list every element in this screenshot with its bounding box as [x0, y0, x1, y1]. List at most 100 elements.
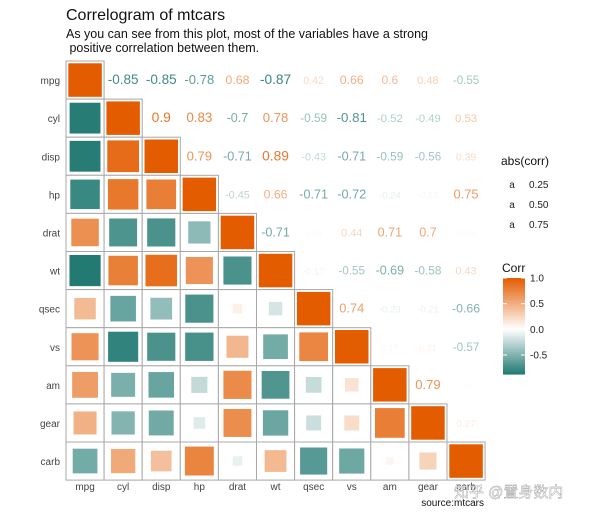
corr-label-cyl-vs: -0.81	[337, 110, 367, 125]
colorbar-label--0.5: -0.5	[530, 351, 548, 362]
corr-square-vs-vs	[334, 329, 370, 365]
size-legend-glyph-0.75: a	[509, 220, 515, 231]
colorbar-step	[503, 366, 525, 369]
colorbar-step	[503, 310, 525, 313]
chart-caption: source:mtcars	[421, 498, 484, 509]
colorbar-step	[503, 284, 525, 287]
x-tick-label-cyl: cyl	[117, 482, 129, 493]
corr-label-drat-am: 0.71	[378, 225, 403, 239]
corr-square-vs-qsec	[298, 331, 329, 362]
corr-square-gear-disp	[148, 409, 175, 437]
corr-square-cyl-cyl	[105, 100, 141, 136]
colorbar-step	[503, 350, 525, 353]
corr-square-wt-cyl	[107, 255, 139, 286]
corr-square-qsec-drat	[232, 303, 243, 315]
x-tick-label-carb: carb	[456, 482, 476, 493]
corr-label-cyl-gear: -0.49	[415, 113, 441, 125]
y-tick-label-mpg: mpg	[41, 76, 60, 87]
x-tick-label-wt: wt	[270, 482, 281, 493]
corr-label-cyl-carb: 0.53	[455, 113, 477, 125]
y-tick-label-hp: hp	[49, 190, 61, 201]
chart-title: Correlogram of mtcars	[66, 7, 225, 24]
corr-square-wt-mpg	[68, 254, 102, 287]
colorbar-step	[503, 358, 525, 361]
y-tick-label-gear: gear	[40, 419, 61, 430]
colorbar-step	[503, 308, 525, 311]
corr-label-mpg-qsec: 0.42	[303, 75, 324, 87]
corr-square-am-mpg	[71, 371, 99, 399]
corr-square-qsec-hp	[184, 293, 215, 324]
corr-square-am-disp	[147, 371, 175, 399]
colorbar-step	[503, 296, 525, 299]
corr-square-drat-drat	[220, 215, 255, 250]
corr-square-am-qsec	[305, 376, 323, 394]
colorbar-step	[503, 338, 525, 341]
corr-square-hp-disp	[145, 178, 177, 210]
corr-label-drat-vs: 0.44	[341, 227, 362, 239]
corr-label-hp-gear: -0.13	[418, 190, 438, 200]
corr-label-wt-carb: 0.43	[456, 266, 477, 278]
corr-square-cyl-mpg	[69, 102, 102, 135]
corr-square-disp-disp	[143, 138, 179, 174]
corr-label-cyl-hp: 0.83	[186, 110, 212, 125]
colorbar-step	[503, 280, 525, 283]
corr-label-hp-qsec: -0.71	[299, 187, 328, 201]
y-tick-label-drat: drat	[43, 228, 60, 239]
corr-label-am-gear: 0.79	[415, 377, 440, 392]
x-axis-tick-labels: mpg cyl disp hp drat wt qsec vs am gear carb	[75, 482, 476, 493]
corr-square-gear-hp	[192, 416, 206, 430]
corr-square-qsec-mpg	[73, 297, 97, 320]
colorbar-step	[503, 362, 525, 365]
color-legend: Corr 1.0 0.5 0.0 -0.5	[502, 261, 548, 375]
corr-label-wt-qsec: -0.17	[303, 267, 324, 277]
size-legend-label-0.75: 0.75	[529, 220, 549, 231]
corr-square-carb-vs	[338, 447, 365, 475]
colorbar-label-0.5: 0.5	[530, 299, 544, 310]
corr-square-am-vs	[344, 377, 360, 393]
corr-label-cyl-disp: 0.9	[152, 109, 172, 125]
corr-label-disp-am: -0.59	[376, 149, 403, 163]
corr-label-vs-am: 0.17	[381, 343, 399, 353]
corr-label-disp-drat: -0.71	[223, 149, 252, 163]
x-tick-label-gear: gear	[418, 482, 439, 493]
watermark-text: 知乎 @置身数内	[454, 484, 563, 501]
corr-label-cyl-wt: 0.78	[263, 110, 288, 125]
y-axis-tick-labels: mpg cyl disp hp drat wt qsec vs am gear carb	[39, 76, 61, 468]
corr-label-hp-vs: -0.72	[337, 187, 366, 201]
corr-square-disp-cyl	[106, 139, 140, 173]
corr-square-wt-disp	[144, 254, 178, 287]
y-tick-label-disp: disp	[42, 152, 61, 163]
corr-label-disp-gear: -0.56	[415, 150, 441, 163]
corr-label-cyl-am: -0.52	[377, 113, 403, 125]
corr-square-am-am	[372, 367, 408, 403]
corr-label-mpg-cyl: -0.85	[108, 72, 139, 87]
chart-subtitle-line-1: As you can see from this plot, most of t…	[66, 27, 428, 41]
corr-label-mpg-am: 0.6	[382, 73, 399, 87]
colorbar-step	[503, 372, 525, 375]
colorbar-step	[503, 368, 525, 371]
colorbar-step	[503, 282, 525, 285]
corr-square-gear-drat	[222, 408, 253, 438]
corr-square-carb-gear	[418, 451, 438, 471]
corr-square-vs-drat	[225, 335, 250, 359]
corr-square-am-drat	[222, 370, 253, 400]
colorbar-step	[503, 288, 525, 291]
colorbar-step	[503, 352, 525, 355]
colorbar-label-0.0: 0.0	[530, 325, 544, 336]
x-tick-label-hp: hp	[194, 482, 206, 493]
colorbar-step	[503, 294, 525, 297]
colorbar-step	[503, 326, 525, 329]
y-tick-label-am: am	[46, 381, 60, 392]
corr-square-am-hp	[190, 376, 209, 394]
corr-label-qsec-vs: 0.74	[339, 301, 364, 316]
colorbar-step	[503, 332, 525, 335]
corr-label-vs-carb: -0.57	[453, 341, 480, 354]
corr-square-carb-wt	[264, 449, 288, 473]
corr-square-drat-mpg	[70, 218, 100, 247]
corr-square-am-cyl	[110, 372, 136, 398]
corr-label-hp-wt: 0.66	[264, 187, 288, 201]
colorbar-label-1.0: 1.0	[530, 274, 544, 285]
corr-label-drat-carb: -0.09	[456, 228, 476, 238]
y-tick-label-vs: vs	[50, 343, 60, 354]
